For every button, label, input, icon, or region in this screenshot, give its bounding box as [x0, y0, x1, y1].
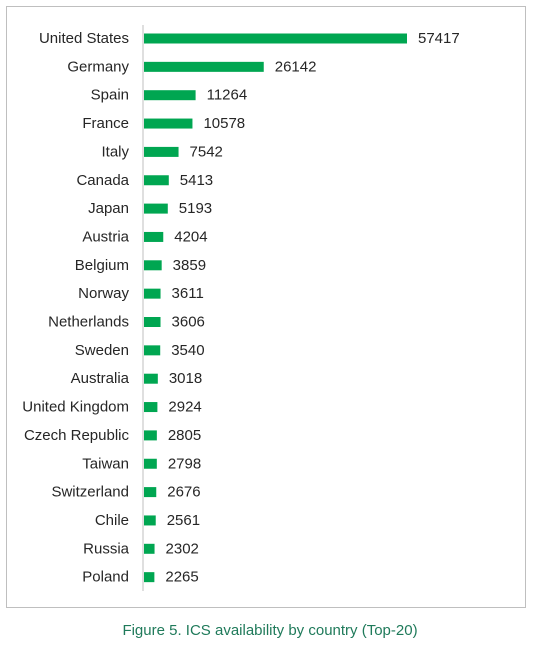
value-label: 2798	[168, 455, 201, 472]
category-label: Sweden	[75, 342, 129, 359]
bar-russia	[144, 543, 155, 554]
bar-united-kingdom	[144, 402, 158, 413]
value-label: 2302	[166, 540, 199, 557]
category-label: Japan	[88, 200, 129, 217]
bars-group	[144, 33, 407, 583]
bar-poland	[144, 572, 155, 583]
bar-czech-republic	[144, 430, 157, 441]
value-label: 10578	[203, 115, 245, 132]
value-label: 2924	[168, 399, 201, 416]
value-label: 2676	[167, 484, 200, 501]
bar-chart: United States Germany Spain France Italy Cana…	[22, 25, 460, 591]
bar-netherlands	[144, 317, 161, 327]
category-label: Belgium	[75, 257, 129, 274]
category-label: France	[82, 115, 129, 132]
chart-frame: United States Germany Spain France Italy Cana…	[6, 6, 526, 608]
value-label: 3540	[171, 342, 204, 359]
category-labels: United States Germany Spain France Italy Cana…	[22, 30, 129, 586]
bar-canada	[144, 175, 169, 186]
bar-japan	[144, 203, 168, 214]
value-label: 3859	[173, 257, 206, 274]
value-label: 3018	[169, 370, 202, 387]
bar-sweden	[144, 345, 161, 356]
value-label: 2561	[167, 512, 200, 529]
figure-caption: Figure 5. ICS availability by country (T…	[122, 622, 418, 639]
value-label: 57417	[418, 30, 460, 47]
bar-taiwan	[144, 458, 157, 469]
bar-italy	[144, 146, 179, 157]
bar-belgium	[144, 260, 162, 271]
value-label: 5193	[179, 200, 212, 217]
bar-norway	[144, 288, 161, 299]
category-label: United States	[39, 30, 129, 47]
value-label: 7542	[190, 143, 223, 160]
category-label: Germany	[67, 58, 129, 75]
bar-united-states	[144, 33, 407, 44]
category-label: Switzerland	[51, 484, 129, 501]
value-label: 3611	[172, 285, 204, 302]
category-label: Canada	[76, 172, 129, 189]
value-label: 3606	[172, 314, 205, 331]
bar-spain	[144, 90, 196, 101]
category-label: United Kingdom	[22, 399, 129, 416]
bar-austria	[144, 231, 164, 242]
category-label: Chile	[95, 512, 129, 529]
bar-australia	[144, 373, 158, 384]
value-label: 26142	[275, 58, 317, 75]
category-label: Austria	[82, 228, 129, 245]
bar-germany	[144, 61, 264, 72]
value-labels: 57417 26142 11264 10578 7542 5413 5193 4204 3859…	[165, 30, 459, 586]
bar-france	[144, 118, 193, 129]
value-label: 2805	[168, 427, 201, 444]
category-label: Spain	[91, 87, 129, 104]
bar-chile	[144, 515, 156, 526]
category-label: Taiwan	[82, 455, 129, 472]
bar-switzerland	[144, 487, 157, 498]
value-label: 11264	[207, 87, 248, 104]
category-label: Czech Republic	[24, 427, 130, 444]
category-label: Norway	[78, 285, 129, 302]
category-label: Italy	[101, 143, 129, 160]
value-label: 5413	[180, 172, 213, 189]
category-label: Russia	[83, 540, 130, 557]
category-label: Australia	[71, 370, 130, 387]
value-label: 2265	[165, 569, 198, 586]
category-label: Poland	[82, 569, 129, 586]
category-label: Netherlands	[48, 314, 129, 331]
value-label: 4204	[174, 228, 207, 245]
